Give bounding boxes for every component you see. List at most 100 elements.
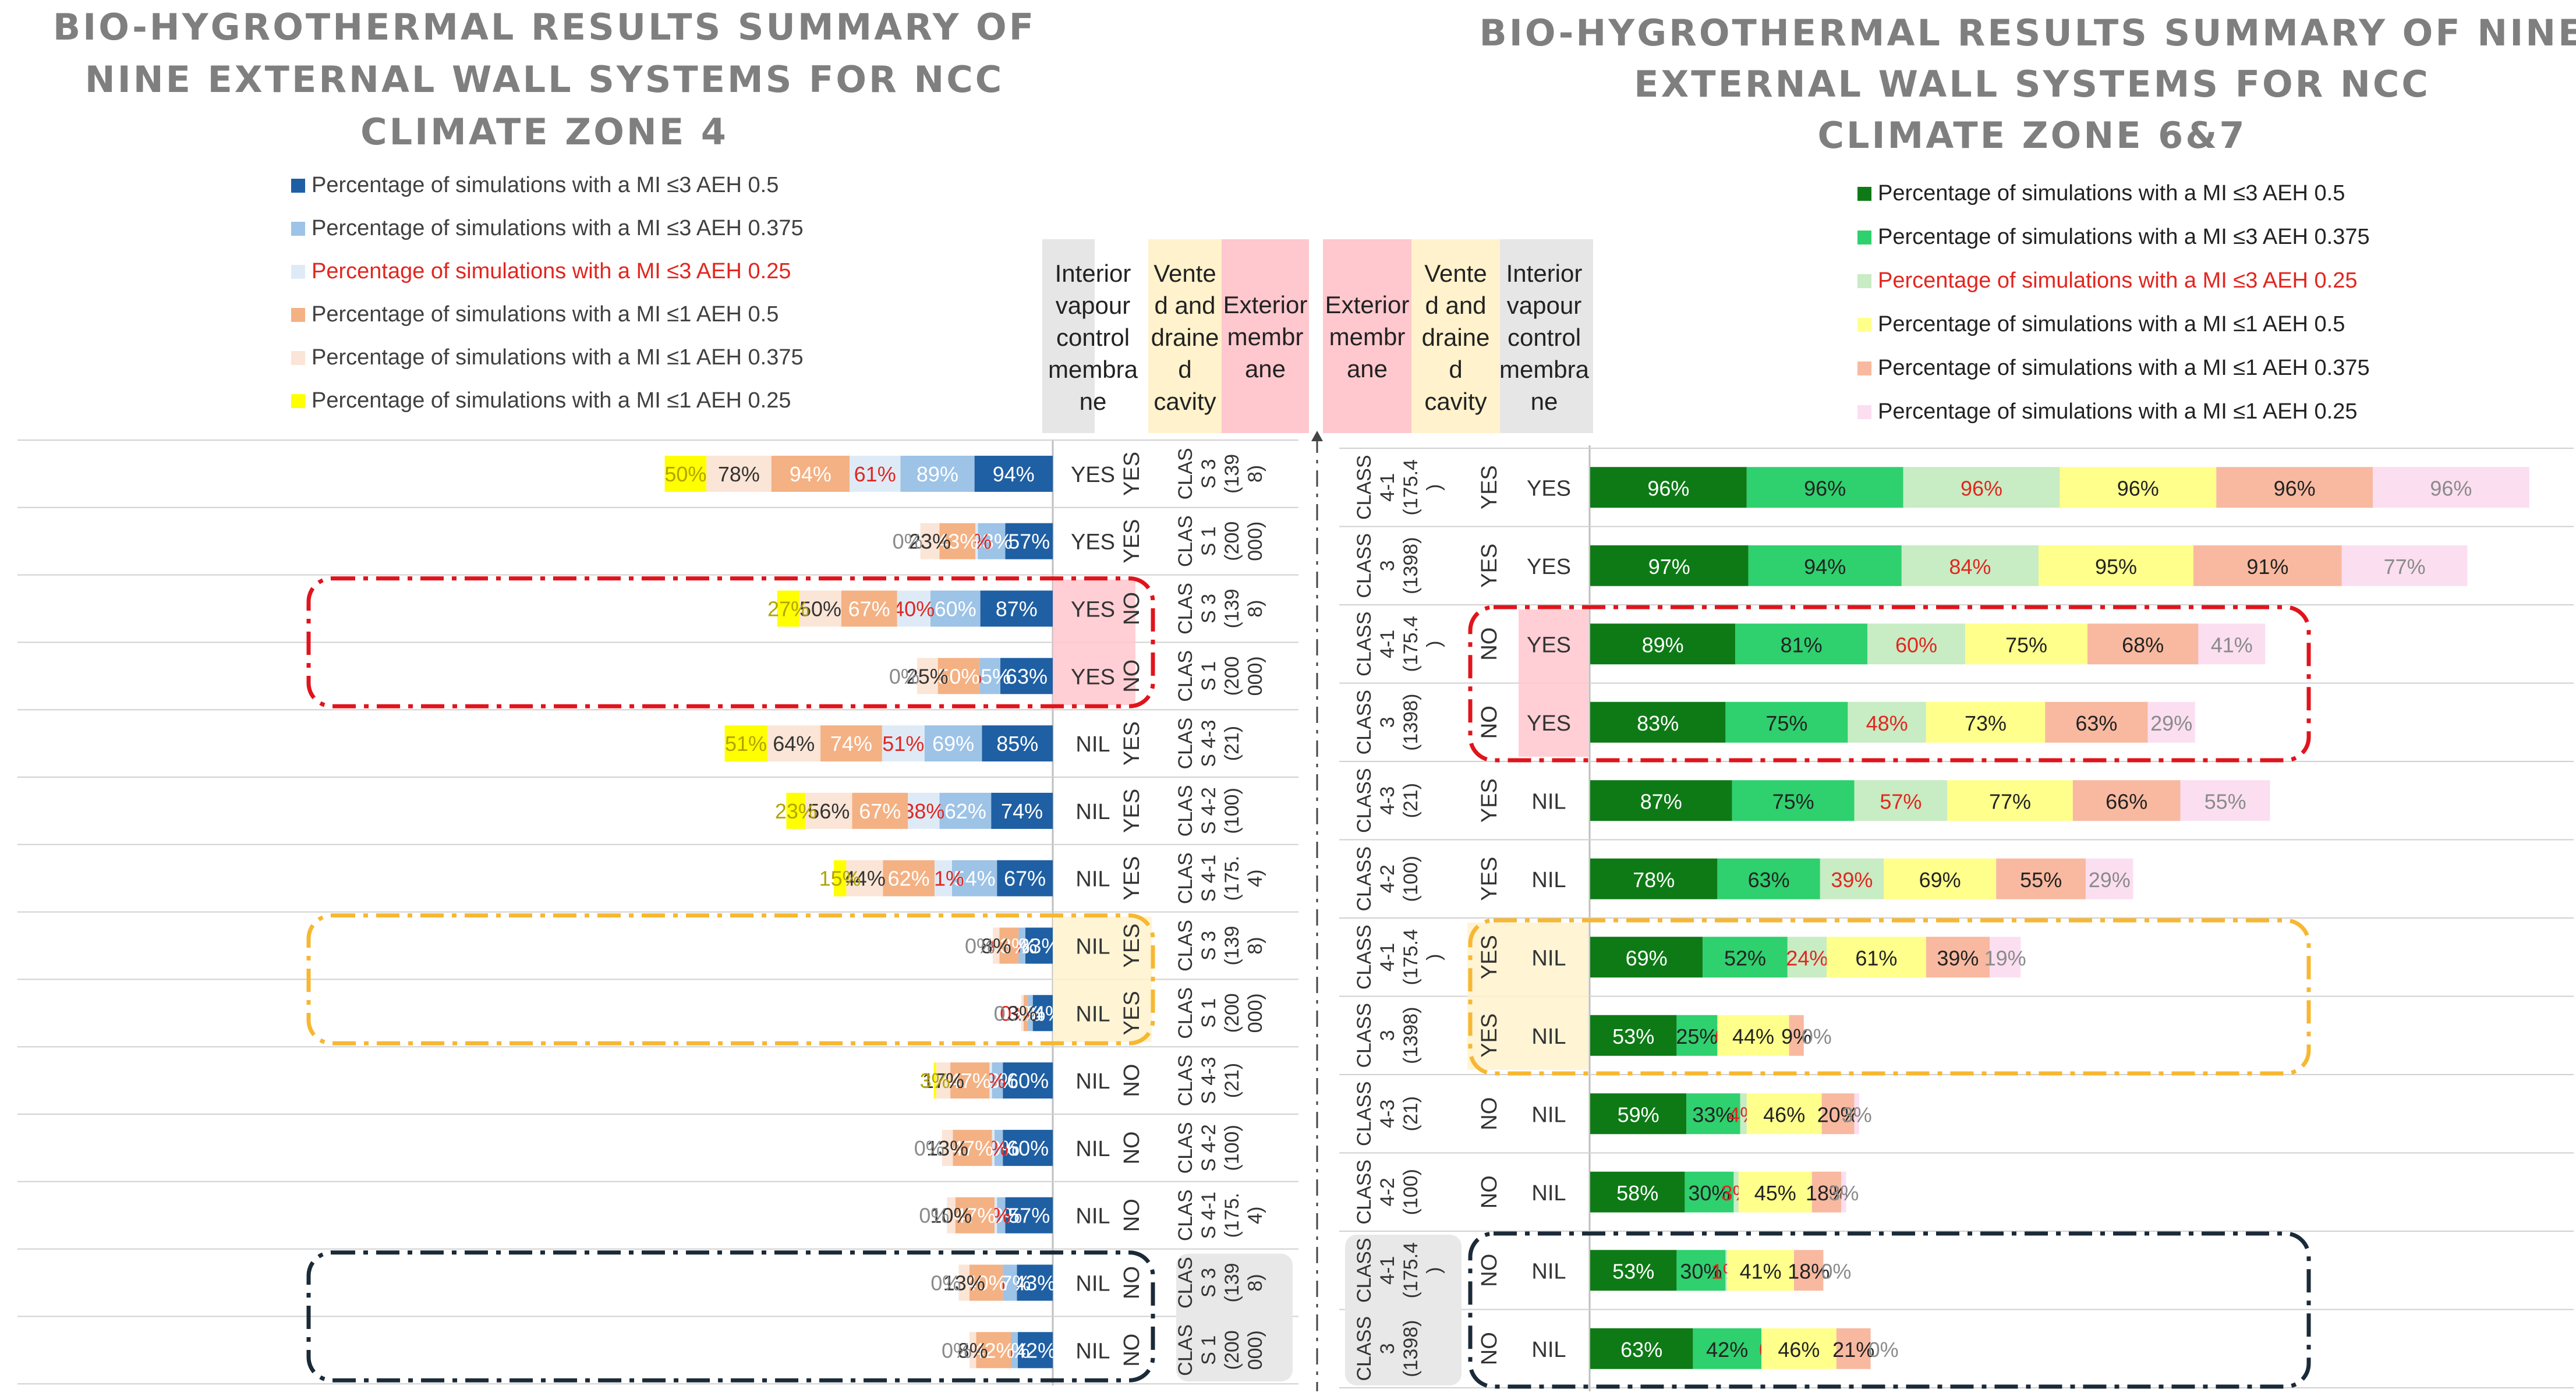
- right-bar-label: 33%: [1692, 1103, 1734, 1126]
- right-column-header: control: [1508, 324, 1581, 351]
- left-bar-label: 50%: [799, 597, 841, 621]
- left-bar-label: 13%: [943, 1271, 985, 1295]
- left-class-label: (21): [1221, 1063, 1243, 1098]
- left-group-box: [306, 913, 1155, 1045]
- left-bar-label: 57%: [1008, 530, 1050, 554]
- right-bar-label: 91%: [2246, 555, 2288, 579]
- left-bar-label: 3%: [1007, 1001, 1038, 1025]
- left-bar-label: 60%: [1007, 1069, 1049, 1093]
- right-bar-segment: [1841, 1171, 1846, 1213]
- left-column-header: vapour: [1056, 292, 1130, 319]
- left-bar-label: 50%: [664, 462, 706, 486]
- left-bar-label: 63%: [1006, 664, 1048, 688]
- right-bar-segment: [1761, 1328, 1837, 1369]
- left-class-label: CLAS: [1174, 1122, 1197, 1174]
- right-bar-segment: [2180, 780, 2270, 821]
- right-bar-segment: [1693, 1328, 1761, 1369]
- left-interior-value: NIL: [1075, 1069, 1110, 1094]
- left-bar-segment: [1023, 995, 1028, 1032]
- right-legend-label: Percentage of simulations with a MI ≤3 A…: [1878, 225, 2370, 249]
- left-bar-segment: [969, 1332, 976, 1369]
- left-bar-label: 23%: [775, 799, 817, 823]
- left-bar-label: 5%: [1011, 1001, 1041, 1025]
- left-bar-label: 51%: [725, 732, 767, 756]
- left-legend-swatch: [291, 308, 305, 322]
- left-interior-value-hl: NIL: [1075, 1002, 1110, 1026]
- left-bar-segment: [724, 725, 767, 762]
- left-class-label: S 4-1: [1198, 1192, 1220, 1239]
- left-class-label: 8): [1244, 1274, 1266, 1291]
- left-interior-value-hl: YES: [1071, 598, 1115, 622]
- right-interior-value-hl: YES: [1527, 633, 1571, 657]
- left-class-label: CLAS: [1174, 1257, 1197, 1309]
- left-bar-row: 67%54%21%62%44%15% NIL YES CLAS S 4-1 (175. 4): [819, 852, 1266, 904]
- left-class-label: (139: [1221, 926, 1243, 965]
- left-bar-row: 74% 62%38%67% 56%23% NIL YES CLAS S 4-2 (100): [775, 785, 1243, 837]
- left-bar-label: 23%: [909, 530, 951, 554]
- left-class-label: CLAS: [1174, 987, 1197, 1039]
- left-legend-swatch: [291, 179, 305, 193]
- left-column-header: draine: [1151, 324, 1219, 351]
- right-bar-label: 83%: [1637, 711, 1679, 735]
- left-bar-segment: [955, 1197, 995, 1234]
- right-class-label: CLASS: [1353, 690, 1375, 755]
- left-chart: BIO-HYGROTHERMAL RESULTS SUMMARY OF NINE …: [17, 6, 1323, 1391]
- left-bar-label: 40%: [893, 597, 935, 621]
- left-column-header: d and: [1154, 292, 1215, 319]
- right-bar-segment: [1590, 1093, 1687, 1135]
- left-legend-swatch: [291, 222, 305, 236]
- left-bar-segment: [924, 725, 982, 762]
- left-class-label: S 3: [1198, 594, 1220, 623]
- left-bar-segment: [852, 792, 908, 829]
- left-bar-label: 61%: [854, 462, 896, 486]
- right-chart-title-line: CLIMATE ZONE 6&7: [1817, 114, 2246, 157]
- right-bar-label: 68%: [2122, 633, 2164, 657]
- right-bar-segment: [1836, 1328, 1871, 1369]
- left-bar-label: 69%: [932, 732, 974, 756]
- left-bar-segment: [846, 860, 883, 896]
- right-interior-value: NIL: [1531, 1181, 1566, 1206]
- left-class-label: CLAS: [1174, 515, 1197, 567]
- right-bar-label: 3%: [1842, 1103, 1872, 1126]
- left-cavity-value: YES: [1120, 856, 1144, 901]
- left-bar-segment: [974, 455, 1053, 492]
- left-bar-label: 54%: [954, 867, 996, 891]
- left-bar-segment: [976, 1332, 1011, 1369]
- left-bar-label: 42%: [972, 1338, 1014, 1362]
- right-bar-label: 53%: [1612, 1259, 1654, 1283]
- left-bar-label: 47%: [951, 1136, 993, 1160]
- right-bar-label: 48%: [1866, 711, 1908, 735]
- left-chart-title-line: BIO-HYGROTHERMAL RESULTS SUMMARY OF: [53, 6, 1036, 48]
- right-bar-segment: [1703, 937, 1788, 978]
- left-bar-segment: [991, 792, 1053, 829]
- left-bar-segment: [997, 860, 1053, 896]
- right-bar-segment: [1590, 937, 1703, 978]
- right-column-header: ne: [1531, 388, 1558, 415]
- left-bar-label: 57%: [1008, 1204, 1050, 1228]
- right-bar-segment: [1590, 1328, 1693, 1369]
- left-legend-label: Percentage of simulations with a MI ≤1 A…: [312, 388, 791, 413]
- right-class-label: (100): [1400, 1169, 1422, 1215]
- left-bar-segment: [936, 1062, 951, 1099]
- left-cavity-value: NO: [1120, 1199, 1144, 1232]
- left-bar-segment: [1017, 1264, 1053, 1301]
- left-bar-label: 51%: [882, 732, 924, 756]
- left-interior-value: NIL: [1075, 1339, 1110, 1363]
- left-bar-label: 0%: [942, 1338, 972, 1362]
- right-class-label: (21): [1400, 783, 1422, 818]
- right-legend-label: Percentage of simulations with a MI ≤3 A…: [1878, 268, 2358, 293]
- right-column-header: d and: [1425, 292, 1486, 319]
- left-class-label: S 4-2: [1198, 787, 1220, 834]
- right-class-label: (175.4: [1400, 459, 1422, 515]
- left-bar-label: 0...: [994, 1001, 1023, 1025]
- right-bar-label: 78%: [1633, 868, 1675, 892]
- left-bar-segment: [942, 1129, 953, 1166]
- right-class-label: CLASS: [1353, 1160, 1375, 1225]
- left-class-label: (175.: [1221, 1193, 1243, 1238]
- right-bar-label: 52%: [1724, 946, 1766, 970]
- left-interior-value: NIL: [1075, 1137, 1110, 1161]
- left-bar-segment: [1018, 927, 1025, 964]
- right-bar-segment: [1727, 1250, 1794, 1291]
- right-class-label: CLASS: [1353, 846, 1375, 912]
